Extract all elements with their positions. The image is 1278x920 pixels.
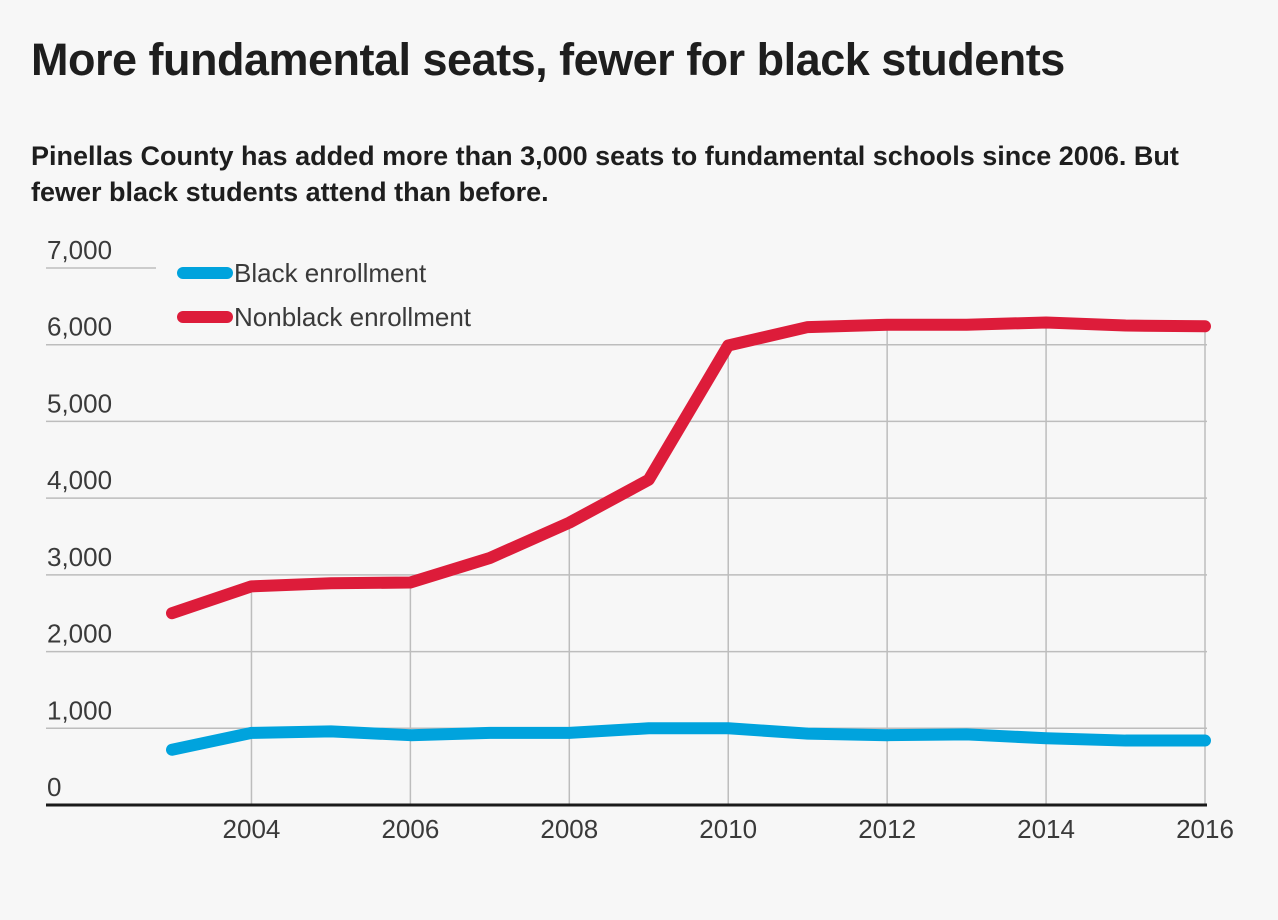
- x-tick-label: 2012: [858, 814, 916, 844]
- series-line-nonblack-enrollment: [166, 316, 1211, 620]
- legend-label: Nonblack enrollment: [234, 302, 472, 332]
- y-tick-label: 1,000: [47, 695, 112, 725]
- vertical-gridlines: [250, 322, 1206, 805]
- x-tick-label: 2008: [540, 814, 598, 844]
- y-axis-tick-labels: 0 1,000 2,000 3,000 4,000 5,000 6,000 7,000: [47, 235, 112, 802]
- series-line-black-enrollment: [166, 722, 1211, 756]
- x-tick-label: 2014: [1017, 814, 1075, 844]
- legend-label: Black enrollment: [234, 258, 427, 288]
- y-tick-label: 3,000: [47, 542, 112, 572]
- y-tick-label: 6,000: [47, 312, 112, 342]
- chart-title: More fundamental seats, fewer for black …: [31, 34, 1065, 85]
- y-tick-label: 4,000: [47, 465, 112, 495]
- x-tick-label: 2006: [381, 814, 439, 844]
- chart-subtitle: Pinellas County has added more than 3,00…: [31, 141, 1179, 207]
- x-tick-label: 2004: [223, 814, 281, 844]
- series-lines: [166, 316, 1211, 756]
- y-tick-label: 7,000: [47, 235, 112, 265]
- chart-legend: Black enrollment Nonblack enrollment: [177, 258, 472, 332]
- y-tick-label: 2,000: [47, 619, 112, 649]
- x-tick-label: 2010: [699, 814, 757, 844]
- y-tick-label: 5,000: [47, 388, 112, 418]
- x-axis-tick-labels: 2004 2006 2008 2010 2012 2014 2016: [223, 814, 1234, 844]
- x-tick-label: 2016: [1176, 814, 1234, 844]
- y-tick-label: 0: [47, 772, 61, 802]
